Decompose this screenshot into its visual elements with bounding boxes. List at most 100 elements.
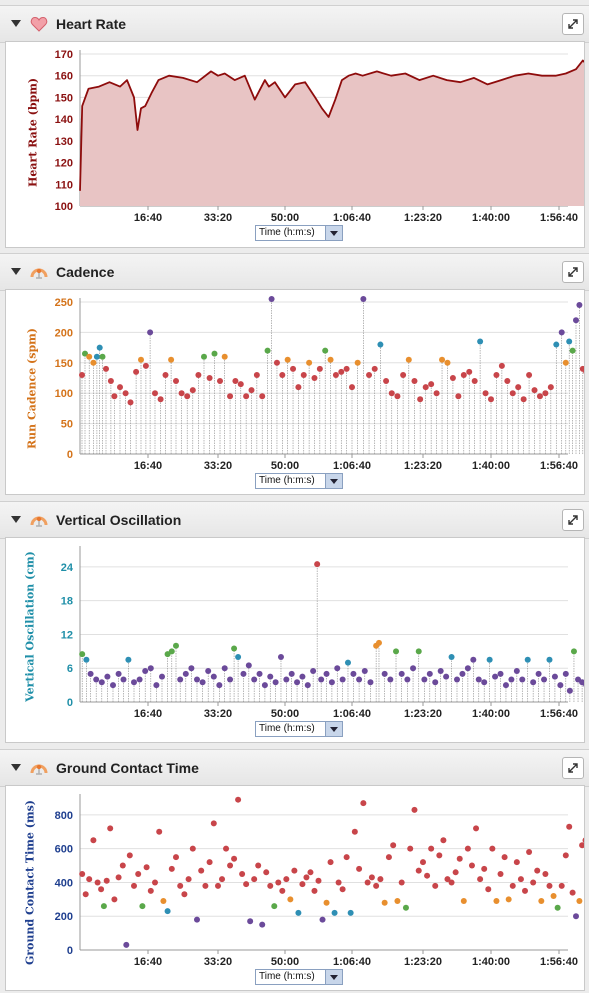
data-point [517, 876, 524, 883]
data-point [393, 648, 400, 655]
y-tick-label: 24 [61, 562, 74, 574]
data-point [502, 682, 509, 689]
data-point [562, 359, 569, 366]
data-point [424, 872, 431, 879]
collapse-triangle-icon[interactable] [11, 516, 21, 523]
data-point [177, 676, 184, 683]
data-point [508, 676, 515, 683]
expand-button[interactable] [562, 261, 584, 283]
data-point [318, 676, 325, 683]
x-tick-label: 1:56:40 [540, 212, 578, 222]
y-tick-label: 0 [67, 449, 73, 461]
data-point [162, 371, 169, 378]
data-point [360, 295, 367, 302]
cadence-chart: 0 50 100 150 200 250 16:40 33:20 50:00 1:06:40 1:2… [55, 295, 584, 470]
data-point [136, 676, 143, 683]
expand-arrows-icon [568, 763, 578, 773]
y-tick-label: 250 [55, 297, 73, 309]
data-point [415, 648, 422, 655]
y-tick-label: 150 [55, 358, 73, 370]
collapse-triangle-icon[interactable] [11, 764, 21, 771]
heart-rate-panel: Heart Rate (bpm) 100 110 120 130 140 150 160 17… [5, 41, 585, 248]
data-point [98, 886, 105, 893]
data-point [103, 877, 110, 884]
collapse-triangle-icon[interactable] [11, 268, 21, 275]
data-point [256, 670, 263, 677]
data-point [156, 828, 163, 835]
ground-contact-time-header: Ground Contact Time [0, 749, 589, 787]
data-point [139, 903, 146, 910]
data-point [227, 393, 234, 400]
data-point [198, 867, 205, 874]
data-point [471, 378, 478, 385]
data-point [86, 353, 93, 360]
data-point [573, 913, 579, 920]
data-point [546, 882, 553, 889]
data-point [314, 561, 321, 568]
x-tick-label: 1:23:20 [404, 460, 442, 470]
expand-button[interactable] [562, 757, 584, 779]
time-unit-select[interactable]: Time (h:m:s) [255, 225, 343, 241]
data-point [390, 842, 397, 849]
data-point [411, 806, 418, 813]
section-title: Vertical Oscillation [56, 512, 182, 528]
data-point [415, 867, 422, 874]
vertical-oscillation-chart: 0 6 12 18 24 16:40 33:20 50:00 1:06:40 1:23:20 1:4… [61, 546, 584, 718]
data-point [188, 665, 195, 672]
data-point [237, 381, 244, 388]
data-point [189, 845, 196, 852]
x-tick-label: 50:00 [271, 956, 299, 966]
expand-button[interactable] [562, 509, 584, 531]
data-point [253, 371, 260, 378]
data-point [492, 673, 499, 680]
y-tick-label: 18 [61, 596, 73, 608]
data-point [497, 670, 504, 677]
y-tick-label: 100 [55, 201, 73, 213]
data-point [519, 676, 526, 683]
chevron-down-icon [325, 722, 342, 736]
data-point [339, 886, 346, 893]
data-point [267, 673, 274, 680]
time-unit-select[interactable]: Time (h:m:s) [255, 473, 343, 489]
data-point [381, 670, 388, 677]
y-tick-label: 120 [55, 158, 73, 170]
vertical-oscillation-header: Vertical Oscillation [0, 501, 589, 539]
data-point [522, 887, 528, 894]
y-tick-label: 170 [55, 49, 73, 61]
data-point [343, 365, 350, 372]
data-point [98, 679, 105, 686]
expand-button[interactable] [562, 13, 584, 35]
data-point [440, 837, 447, 844]
data-point [351, 828, 358, 835]
data-point [284, 356, 291, 363]
data-point [488, 396, 494, 403]
data-point [535, 670, 542, 677]
data-point [387, 676, 394, 683]
data-point [79, 371, 85, 378]
data-point [505, 896, 512, 903]
data-point [123, 941, 130, 948]
time-unit-select-value: Time (h:m:s) [259, 475, 315, 486]
data-point [178, 390, 185, 397]
x-tick-label: 1:40:00 [472, 956, 510, 966]
data-point [530, 679, 537, 686]
data-point [194, 676, 200, 683]
data-point [534, 867, 541, 874]
data-point [157, 396, 164, 403]
chevron-down-icon [325, 226, 342, 240]
collapse-triangle-icon[interactable] [11, 20, 21, 27]
x-tick-label: 1:40:00 [472, 212, 510, 222]
data-point [579, 842, 584, 849]
data-point [87, 670, 94, 677]
data-point [449, 375, 456, 381]
data-point [311, 375, 318, 381]
x-tick-label: 33:20 [204, 956, 232, 966]
data-point [275, 879, 282, 886]
time-unit-select[interactable]: Time (h:m:s) [255, 969, 343, 985]
data-point [428, 381, 435, 388]
data-point [223, 845, 230, 852]
cadence-header: Cadence [0, 253, 589, 291]
data-point [152, 879, 158, 886]
data-point [482, 390, 489, 397]
time-unit-select[interactable]: Time (h:m:s) [255, 721, 343, 737]
